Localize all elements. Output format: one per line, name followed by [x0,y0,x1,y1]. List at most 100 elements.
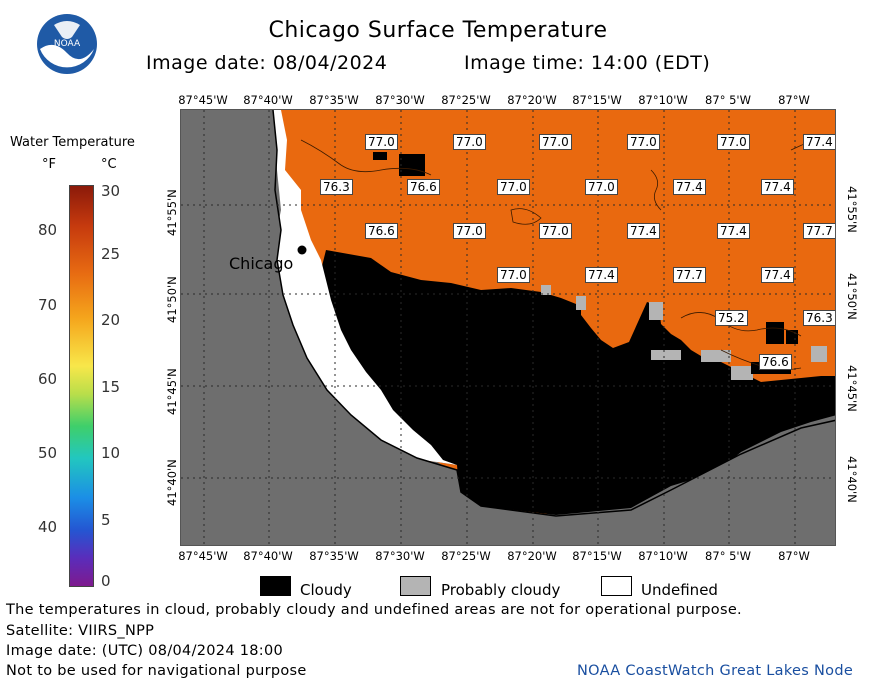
temp-label: 77.4 [627,223,660,239]
lat-label-left: 41°55'N [165,189,179,236]
cloud-patch [399,154,425,176]
cloudy-swatch [260,576,291,596]
temp-label: 77.4 [761,179,794,195]
f-tick-50: 50 [38,444,58,462]
lon-label-top: 87°35'W [309,93,359,107]
probably-cloudy-patch [701,350,731,362]
temp-label: 77.0 [365,134,398,150]
footer-node-link[interactable]: NOAA CoastWatch Great Lakes Node [577,663,854,679]
f-tick-40: 40 [38,518,58,536]
temp-label: 77.7 [673,267,706,283]
undefined-swatch [601,576,632,596]
footer-disclaimer: The temperatures in cloud, probably clou… [6,602,742,618]
temp-label: 77.0 [627,134,660,150]
lon-label-top: 87° 5'W [705,93,751,107]
cloud-patch [766,322,784,344]
c-tick-0: 0 [101,572,111,590]
probably-cloudy-swatch [400,576,431,596]
temp-label: 76.3 [803,310,835,326]
lat-label-left: 41°45'N [165,368,179,415]
f-tick-60: 60 [38,370,58,388]
c-tick-20: 20 [101,311,121,329]
lon-label-bottom: 87°30'W [375,549,425,563]
lat-label-right: 41°40'N [845,456,859,503]
c-tick-25: 25 [101,245,121,263]
footer-nav-warning: Not to be used for navigational purpose [6,663,307,679]
coastline [272,110,835,517]
cloud-area [311,250,835,515]
c-tick-15: 15 [101,378,121,396]
probably-cloudy-label: Probably cloudy [441,581,561,599]
lat-label-left: 41°40'N [165,459,179,506]
c-tick-5: 5 [101,511,111,529]
temp-label: 77.4 [673,179,706,195]
temp-label: 77.7 [803,223,835,239]
temp-label: 77.0 [497,179,530,195]
temp-label: 76.3 [320,179,353,195]
lon-label-top: 87°W [778,93,810,107]
legend-title: Water Temperature [10,135,135,150]
noaa-logo: NOAA [36,13,98,75]
temp-label: 77.4 [761,267,794,283]
map-panel: 77.0 77.0 77.0 77.0 77.0 77.4 76.3 76.6 … [180,109,836,546]
temp-label: 77.0 [539,134,572,150]
legend-unit-c: °C [101,157,117,172]
footer-utc-date: Image date: (UTC) 08/04/2024 18:00 [6,643,284,659]
shoreline-land [181,110,835,545]
f-tick-80: 80 [38,221,58,239]
probably-cloudy-patch [731,366,753,380]
lon-label-bottom: 87°40'W [243,549,293,563]
temp-label: 77.0 [539,223,572,239]
probably-cloudy-patch [541,285,551,295]
temp-label: 77.0 [453,223,486,239]
lat-label-right: 41°45'N [845,365,859,412]
lon-label-bottom: 87°W [778,549,810,563]
probably-cloudy-patch [651,350,681,360]
temp-label: 77.4 [585,267,618,283]
footer-satellite: Satellite: VIIRS_NPP [6,623,155,639]
lon-label-bottom: 87°45'W [178,549,228,563]
lon-label-bottom: 87°25'W [441,549,491,563]
lat-label-right: 41°55'N [845,186,859,233]
probably-cloudy-patch [649,302,663,320]
lon-label-top: 87°30'W [375,93,425,107]
c-tick-10: 10 [101,444,121,462]
lon-label-top: 87°10'W [638,93,688,107]
c-tick-30: 30 [101,182,121,200]
chicago-marker-icon [297,245,307,255]
lat-label-right: 41°50'N [845,273,859,320]
lon-label-bottom: 87°35'W [309,549,359,563]
color-bar [69,185,94,587]
lon-label-top: 87°45'W [178,93,228,107]
image-date: Image date: 08/04/2024 [146,52,388,74]
lon-label-top: 87°40'W [243,93,293,107]
lat-label-left: 41°50'N [165,276,179,323]
logo-text: NOAA [54,39,81,49]
lon-label-bottom: 87°20'W [507,549,557,563]
temp-label: 77.0 [497,267,530,283]
undefined-label: Undefined [641,581,718,599]
lon-label-top: 87°15'W [572,93,622,107]
city-label-chicago: Chicago [229,254,294,273]
temp-label: 76.6 [759,354,792,370]
temp-label: 77.0 [453,134,486,150]
temp-label: 77.0 [717,134,750,150]
lon-label-bottom: 87° 5'W [705,549,751,563]
lon-label-bottom: 87°10'W [638,549,688,563]
lon-label-top: 87°25'W [441,93,491,107]
lon-label-bottom: 87°15'W [572,549,622,563]
lon-label-top: 87°20'W [507,93,557,107]
image-time: Image time: 14:00 (EDT) [464,52,711,74]
temp-label: 77.4 [803,134,835,150]
f-tick-70: 70 [38,296,58,314]
temp-label: 77.0 [585,179,618,195]
legend-unit-f: °F [42,157,56,172]
cloudy-label: Cloudy [300,581,352,599]
probably-cloudy-patch [811,346,827,362]
cloud-patch [786,330,798,344]
temp-label: 76.6 [365,223,398,239]
cloud-patch [373,152,387,160]
temp-label: 75.2 [715,310,748,326]
page-title: Chicago Surface Temperature [268,18,608,43]
temp-label: 76.6 [407,179,440,195]
